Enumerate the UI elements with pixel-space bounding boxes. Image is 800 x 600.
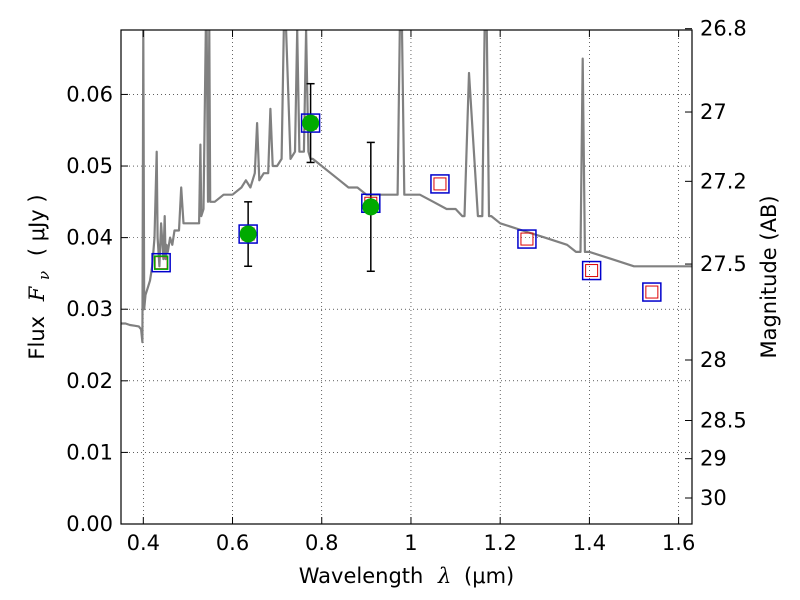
y2-axis-label: Magnitude (AB) [757,195,781,358]
observed-points [153,114,380,270]
x-tick-label: 0.4 [127,531,160,555]
observed-point [302,114,320,132]
y-axis-label-unit: ( μJy ) [25,194,49,256]
model-point-inner [645,285,659,299]
y2-tick-label: 29 [700,447,727,471]
y-axis-label-text: Flux [25,316,49,360]
x-tick-label: 1.4 [573,531,606,555]
model-point-inner [585,264,599,278]
y2-tick-label: 27.2 [700,169,747,193]
y2-tick-label: 28.5 [700,409,747,433]
x-axis-label: Wavelength λ (μm) [299,564,514,588]
x-tick-label: 1.6 [662,531,695,555]
model-point-box [238,224,258,244]
model-point-box [151,252,171,273]
model-point-box [430,174,450,194]
observed-point [153,255,169,270]
y2-tick-label: 28 [700,348,727,372]
x-axis-ticks: 0.4 0.6 0.8 1 1.2 1.4 1.6 [127,30,695,555]
y2-tick-label: 26.8 [700,17,747,41]
observed-point [239,225,257,243]
error-bars [244,82,375,273]
x-axis-label-unit: (μm) [464,564,514,588]
y-axis-label-subscript: ν [35,271,53,280]
model-point-inner [433,177,447,191]
x-tick-label: 1.2 [483,531,516,555]
observed-point [362,198,380,216]
model-point-box [517,229,537,249]
model-point-box [642,282,662,302]
x-axis-label-symbol: λ [437,564,451,588]
x-tick-label: 0.8 [305,531,338,555]
y2-axis-ticks: 26.8 27 27.2 27.5 28 28.5 29 30 [685,17,747,510]
x-tick-label: 0.6 [216,531,249,555]
plot-frame [120,29,693,525]
y-tick-label: 0.01 [66,440,113,464]
model-point-box [300,113,321,133]
y-axis-label: Flux F ν ( μJy ) [25,194,54,359]
y-axis-ticks: 0.00 0.01 0.02 0.03 0.04 0.05 0.06 [66,82,128,536]
y2-tick-label: 27 [700,100,727,124]
y-tick-label: 0.05 [66,154,113,178]
y-tick-label: 0.02 [66,369,113,393]
spectrum-line [121,30,692,344]
y2-tick-label: 27.5 [700,252,747,276]
model-point-box [581,260,602,281]
y-tick-label: 0.04 [66,226,113,250]
model-point-inner [520,232,534,246]
y-tick-label: 0.06 [66,82,113,106]
y-tick-label: 0.03 [66,297,113,321]
y-tick-label: 0.00 [66,512,113,536]
x-axis-label-text: Wavelength [299,564,424,588]
x-tick-label: 1 [404,531,417,555]
spectrum [121,30,692,344]
y-axis-label-symbol: F [25,285,49,302]
y2-tick-label: 30 [700,486,727,510]
